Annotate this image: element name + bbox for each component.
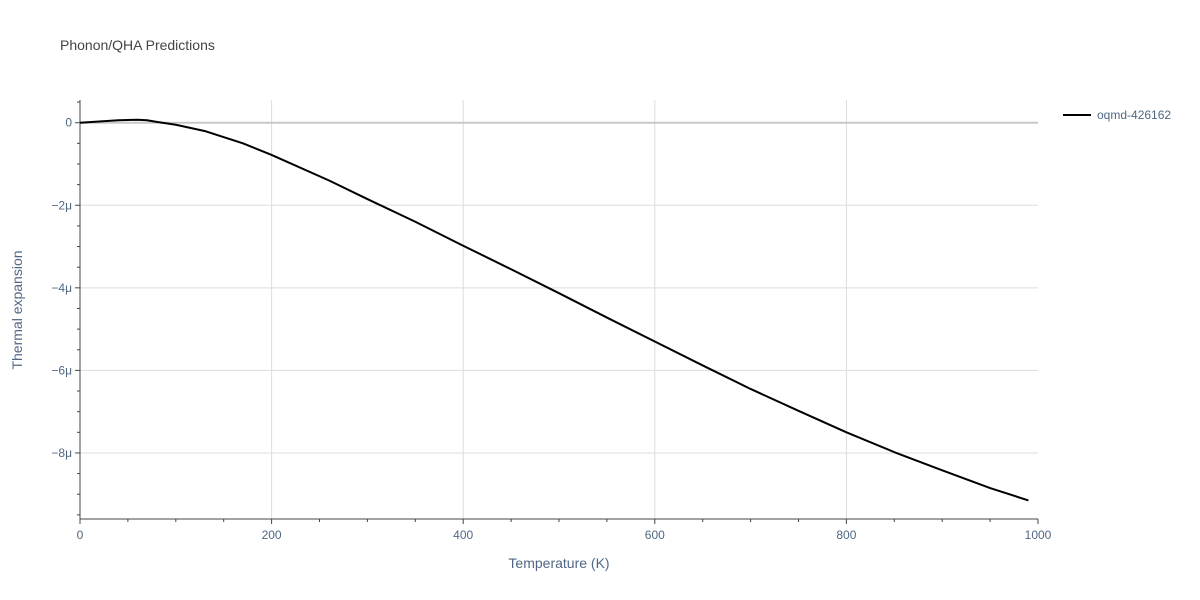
axes: 0 200 400 600 800 1000 0 −2μ −4μ −6μ −8μ	[51, 100, 1052, 542]
series-layer	[79, 118, 1029, 502]
x-tick-label: 0	[77, 528, 84, 542]
x-tick-label: 800	[836, 528, 856, 542]
grid	[80, 100, 1038, 519]
y-tick-label: 0	[65, 116, 72, 130]
series-line-0[interactable]	[79, 118, 1029, 502]
y-axis-title: Thermal expansion	[9, 250, 25, 369]
x-tick-label: 200	[262, 528, 282, 542]
x-tick-label: 400	[453, 528, 473, 542]
x-axis-title: Temperature (K)	[508, 555, 609, 571]
legend-label: oqmd-426162	[1097, 108, 1171, 122]
x-tick-label: 1000	[1025, 528, 1052, 542]
y-tick-label: −2μ	[51, 198, 72, 212]
x-tick-label: 600	[645, 528, 665, 542]
y-tick-label: −4μ	[51, 281, 72, 295]
chart-title: Phonon/QHA Predictions	[60, 37, 215, 53]
y-tick-label: −6μ	[51, 363, 72, 377]
y-tick-label: −8μ	[51, 446, 72, 460]
legend[interactable]: oqmd-426162	[1063, 108, 1171, 122]
